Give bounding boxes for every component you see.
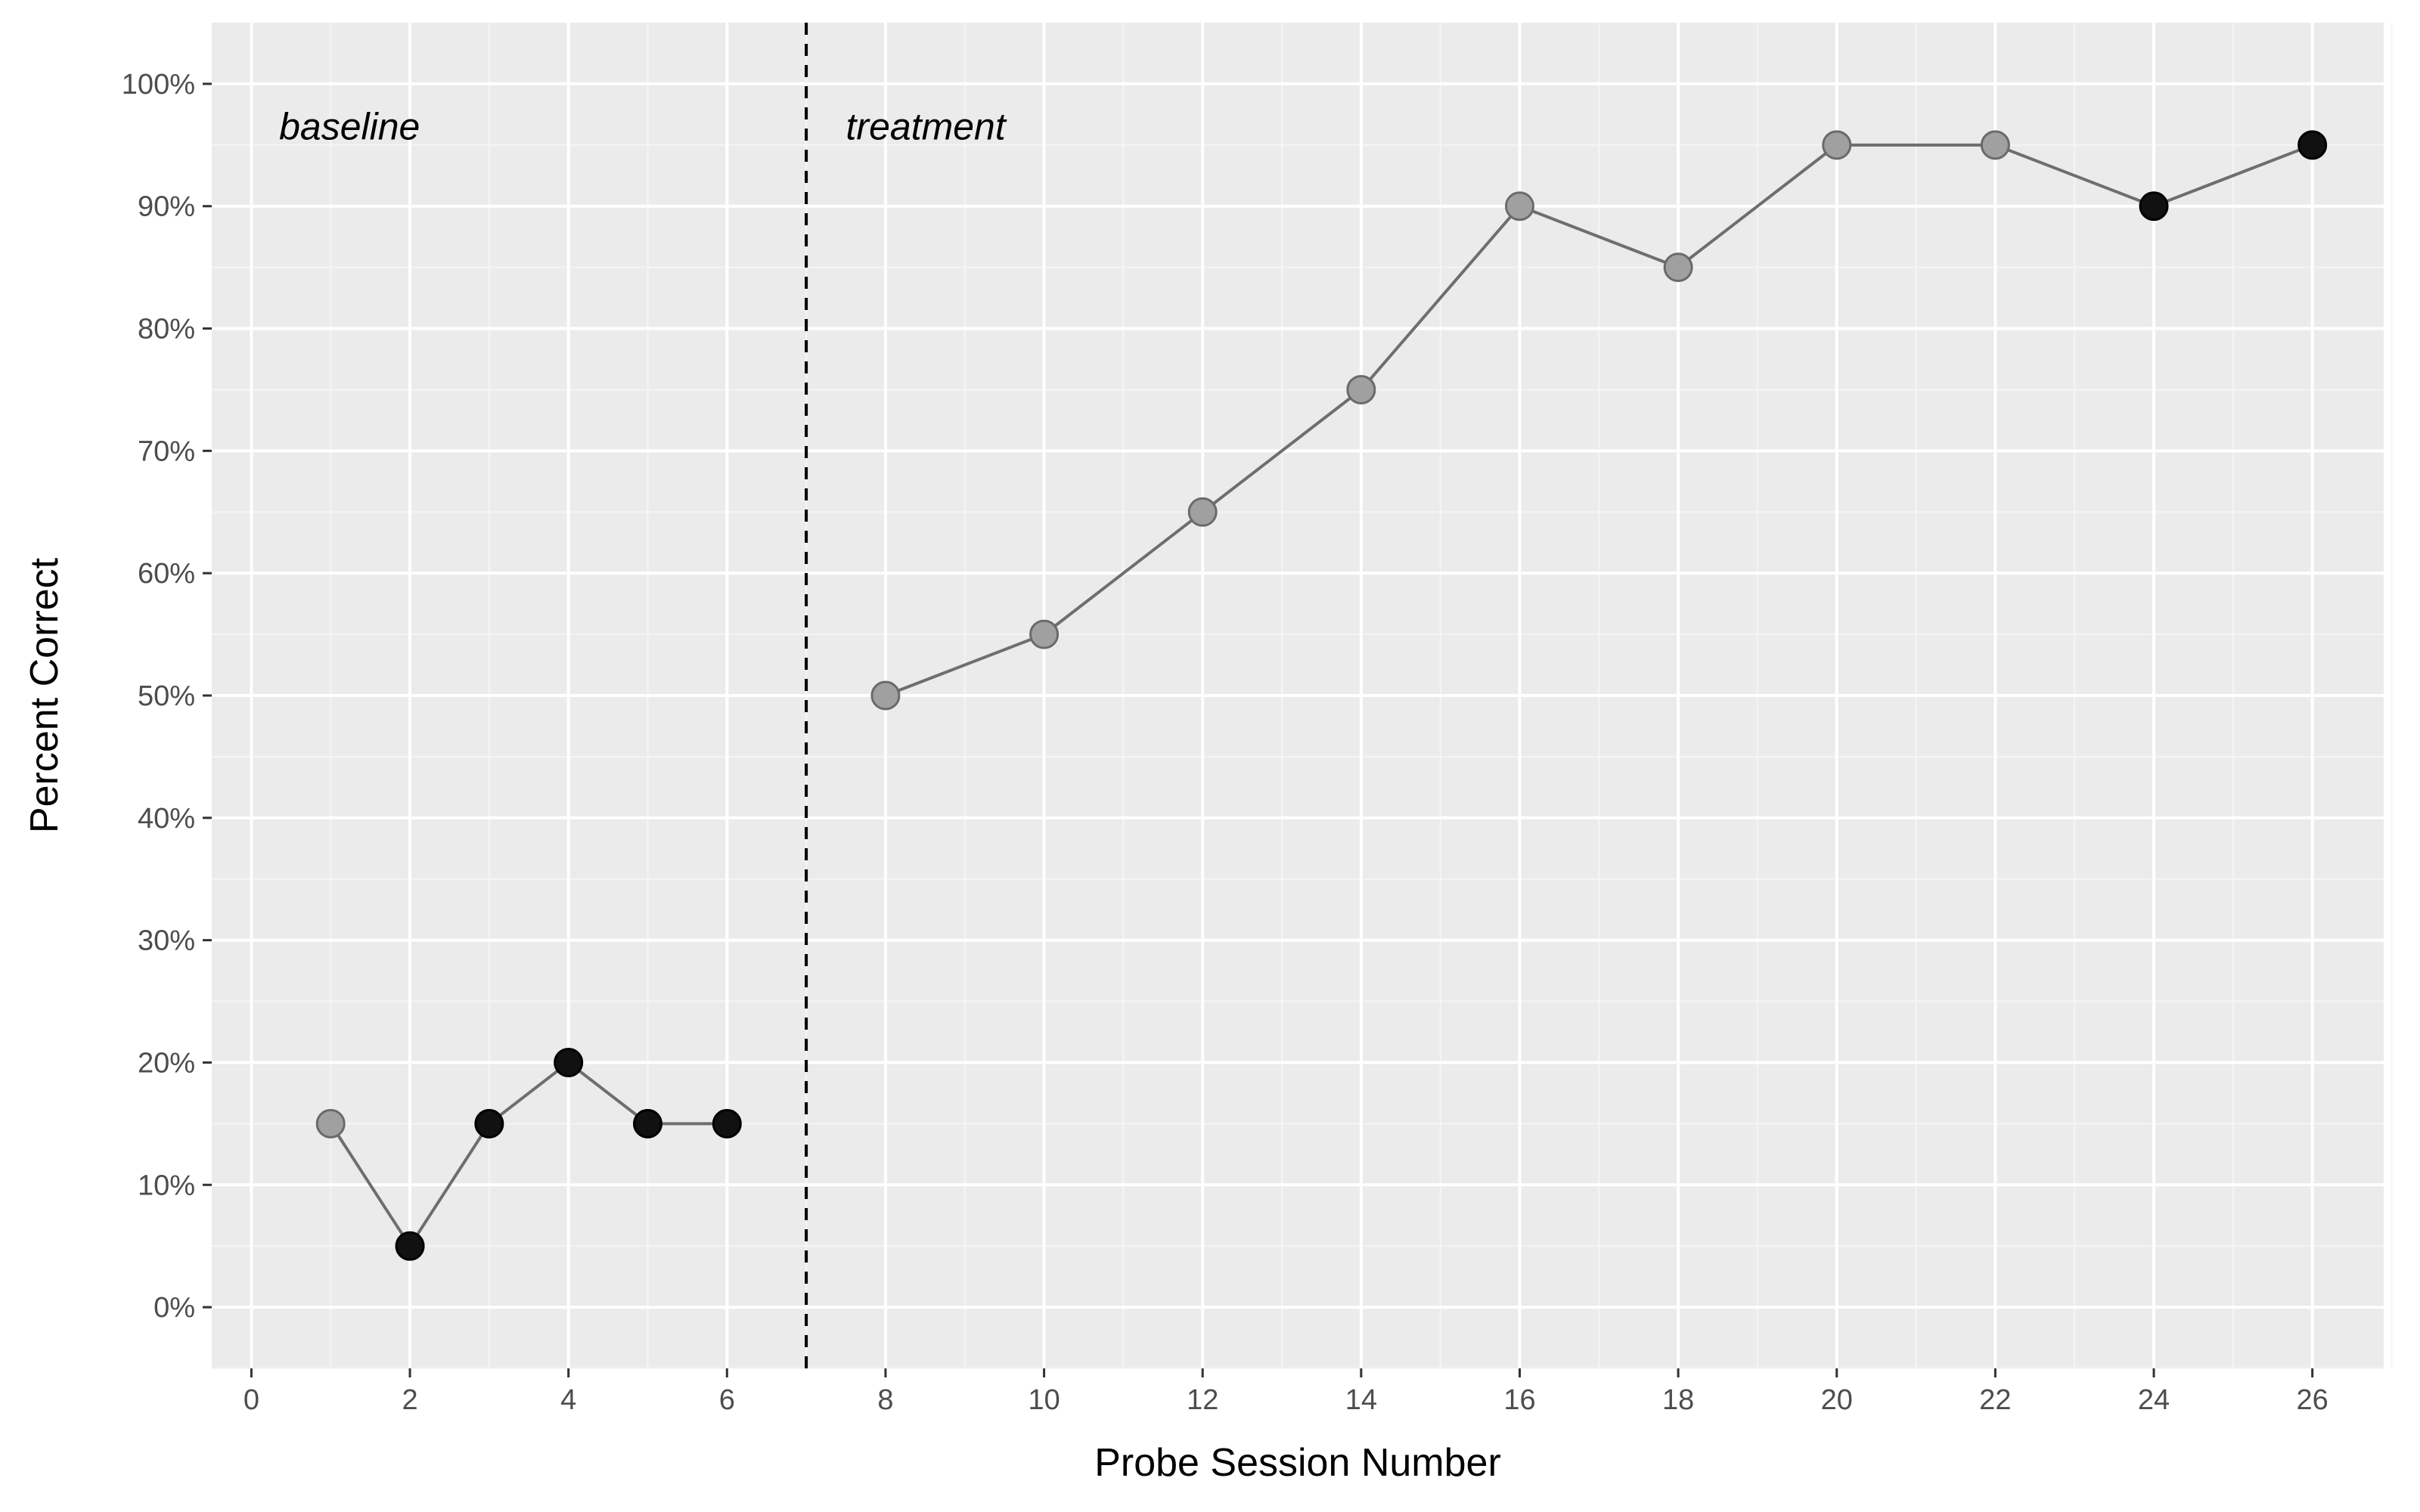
y-axis-title: Percent Correct [23,557,67,833]
series-line-segment [885,143,2313,697]
data-point [2297,130,2328,160]
y-tick-label: 60% [138,558,195,590]
phase-labels: baseline treatment [279,106,1007,148]
data-point [712,1108,742,1139]
y-tick-label: 0% [154,1292,195,1324]
data-points [315,130,2328,1261]
data-point [554,1047,584,1077]
data-point [315,1108,346,1139]
x-tick-label: 8 [877,1384,893,1416]
data-point [1663,253,1693,283]
x-tick-label: 10 [1028,1384,1060,1416]
x-tick-label: 20 [1821,1384,1853,1416]
data-point [395,1231,425,1261]
x-tick-label: 0 [244,1384,259,1416]
data-point [632,1108,662,1139]
x-tick-label: 14 [1345,1384,1377,1416]
data-point [1822,130,1852,160]
y-tick-label: 70% [138,435,195,467]
phase-label-baseline: baseline [279,106,420,148]
data-point [1980,130,2010,160]
x-tick-label: 26 [2297,1384,2328,1416]
x-tick-label: 22 [1979,1384,2011,1416]
y-tick-label: 10% [138,1170,195,1201]
y-tick-label: 40% [138,803,195,835]
data-point [1504,191,1534,222]
data-point [474,1108,504,1139]
data-point [870,680,901,711]
y-tick-label: 30% [138,925,195,957]
x-tick-label: 6 [719,1384,735,1416]
data-point [1187,497,1218,527]
data-point [2139,191,2169,222]
major-gridlines [212,23,2384,1368]
x-tick-label: 24 [2138,1384,2170,1416]
x-tick-label: 12 [1187,1384,1218,1416]
y-tick-label: 20% [138,1047,195,1079]
y-axis: 0% 10% 20% 30% 40% 50% 60% 70% 80% 90% 100% [122,69,212,1324]
y-tick-label: 100% [122,69,195,101]
y-tick-label: 80% [138,314,195,345]
y-tick-label: 50% [138,680,195,712]
x-tick-label: 4 [560,1384,576,1416]
data-point [1029,619,1060,649]
x-tick-label: 18 [1662,1384,1694,1416]
data-point [1346,374,1376,404]
x-axis-title: Probe Session Number [1094,1441,1501,1485]
y-tick-label: 90% [138,191,195,223]
phase-label-treatment: treatment [846,106,1007,148]
x-tick-label: 16 [1503,1384,1535,1416]
x-tick-label: 2 [402,1384,417,1416]
x-axis: 0 2 4 6 8 10 12 14 16 18 20 22 24 26 [244,1368,2328,1416]
